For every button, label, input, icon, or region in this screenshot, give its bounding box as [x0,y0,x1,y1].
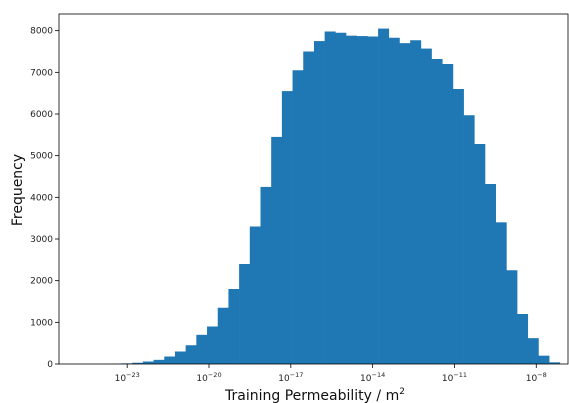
histogram-bar [410,40,422,364]
histogram-bar [388,37,400,364]
histogram-bar [260,186,272,364]
histogram-bar [142,361,154,364]
histogram-bar [420,48,432,364]
histogram-bar [367,36,379,364]
x-axis-label: Training Permeability / m2 [224,387,405,403]
histogram-bar [356,36,368,364]
y-tick-label: 2000 [30,277,53,287]
histogram-bar [164,356,176,364]
histogram-bar [185,345,197,364]
histogram-bar [313,41,325,364]
histogram-bar [346,35,358,365]
histogram-bar [239,264,251,364]
histogram-bar [303,51,315,364]
histogram-bars [110,28,561,365]
x-tick-label: 10−8 [526,371,547,384]
histogram-bar [431,59,443,364]
y-tick-label: 7000 [30,68,53,78]
histogram-bar [463,115,475,364]
x-tick-label: 10−14 [360,371,385,384]
histogram-bar [538,355,550,364]
y-tick-label: 0 [47,360,53,370]
histogram-bar [335,32,347,364]
y-axis-ticks: 0 1000 2000 3000 4000 5000 6000 7000 8000 [30,27,59,370]
histogram-bar [527,338,539,364]
histogram-bar [517,314,529,364]
x-axis-ticks: 10−23 10−20 10−17 10−14 10−11 10−8 [115,364,547,384]
y-tick-label: 6000 [30,110,53,120]
histogram-bar [442,64,454,364]
x-axis-label-text: Training Permeability / m [224,388,399,403]
histogram-bar [153,359,165,364]
x-tick-label: 10−17 [278,371,303,384]
histogram-bar [506,270,518,364]
x-tick-label: 10−11 [442,371,467,384]
y-tick-label: 3000 [30,235,53,245]
histogram-bar [174,351,186,364]
y-tick-label: 4000 [30,193,53,203]
histogram-bar [378,28,390,364]
x-tick-label: 10−20 [196,371,221,384]
histogram-bar [549,362,561,364]
histogram-bar [292,70,304,364]
histogram-bar [474,144,486,364]
x-tick-label: 10−23 [115,371,140,384]
histogram-bar [452,89,464,364]
histogram-bar [196,334,208,364]
histogram-bar [271,136,283,364]
histogram-bar [281,91,293,364]
plot-frame [58,13,569,365]
histogram-bar [217,307,229,364]
x-axis-label-superscript: 2 [399,387,405,397]
histogram-bar [228,289,240,364]
y-axis-label: Frequency [10,154,26,226]
y-tick-label: 1000 [30,318,53,328]
y-tick-label: 8000 [30,27,53,37]
histogram-bar [132,362,144,364]
histogram-bar [324,31,336,364]
histogram-bar [207,326,219,364]
histogram-bar [495,222,507,364]
y-tick-label: 5000 [30,152,53,162]
histogram-bar [399,43,411,365]
histogram-bar [485,184,496,364]
histogram-bar [249,226,261,364]
